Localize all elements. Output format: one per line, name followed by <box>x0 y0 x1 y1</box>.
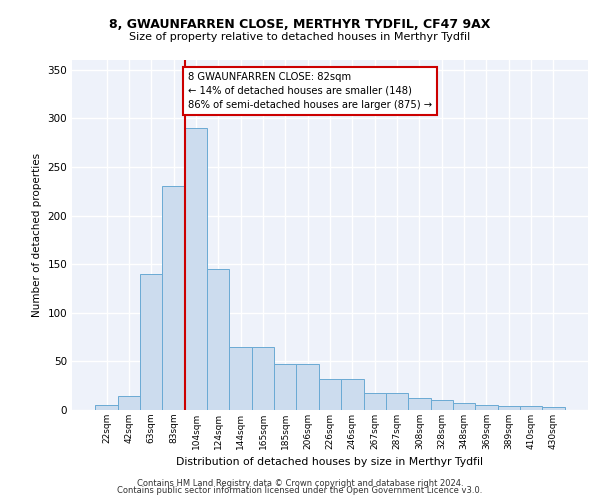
Bar <box>274 364 296 410</box>
Bar <box>542 407 565 410</box>
Text: Size of property relative to detached houses in Merthyr Tydfil: Size of property relative to detached ho… <box>130 32 470 42</box>
Bar <box>386 392 408 410</box>
Bar <box>319 379 341 410</box>
Text: Contains public sector information licensed under the Open Government Licence v3: Contains public sector information licen… <box>118 486 482 495</box>
Bar <box>207 269 229 410</box>
Bar <box>163 186 185 410</box>
Bar <box>118 396 140 410</box>
Bar <box>497 406 520 410</box>
Bar <box>520 406 542 410</box>
Bar <box>408 398 431 410</box>
Bar <box>431 400 453 410</box>
Bar <box>341 379 364 410</box>
Text: 8, GWAUNFARREN CLOSE, MERTHYR TYDFIL, CF47 9AX: 8, GWAUNFARREN CLOSE, MERTHYR TYDFIL, CF… <box>109 18 491 30</box>
Bar <box>364 392 386 410</box>
Bar <box>140 274 163 410</box>
Y-axis label: Number of detached properties: Number of detached properties <box>32 153 42 317</box>
Bar <box>95 405 118 410</box>
X-axis label: Distribution of detached houses by size in Merthyr Tydfil: Distribution of detached houses by size … <box>176 458 484 468</box>
Bar <box>229 347 252 410</box>
Text: 8 GWAUNFARREN CLOSE: 82sqm
← 14% of detached houses are smaller (148)
86% of sem: 8 GWAUNFARREN CLOSE: 82sqm ← 14% of deta… <box>188 72 432 110</box>
Bar <box>475 405 497 410</box>
Text: Contains HM Land Registry data © Crown copyright and database right 2024.: Contains HM Land Registry data © Crown c… <box>137 478 463 488</box>
Bar <box>453 403 475 410</box>
Bar <box>252 347 274 410</box>
Bar <box>185 128 207 410</box>
Bar <box>296 364 319 410</box>
